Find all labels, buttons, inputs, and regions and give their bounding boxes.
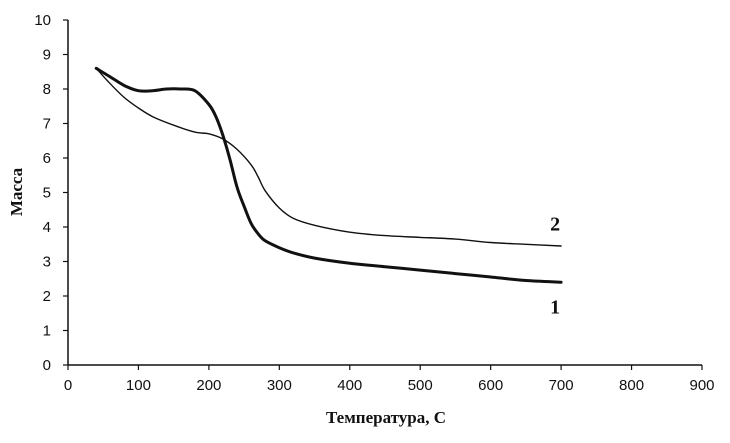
series-line-2 [95, 67, 562, 247]
x-axis-title: Температура, С [326, 408, 446, 427]
y-tick-label: 0 [43, 357, 51, 374]
x-tick-label: 0 [64, 377, 72, 394]
y-tick-label: 7 [43, 116, 51, 133]
series-label-1: 1 [550, 296, 560, 318]
x-tick-label: 300 [267, 377, 292, 394]
x-tick-label: 700 [549, 377, 574, 394]
y-tick-label: 8 [43, 81, 51, 98]
x-tick-label: 800 [619, 377, 644, 394]
y-tick-label: 2 [43, 288, 51, 305]
y-tick-label: 5 [43, 185, 51, 202]
series-annotations: 21 [550, 214, 560, 319]
y-tick-label: 9 [43, 47, 51, 64]
x-tick-label: 500 [408, 377, 433, 394]
y-tick-label: 10 [34, 12, 51, 29]
y-tick-label: 3 [43, 254, 51, 271]
axes [63, 19, 703, 370]
series-line-1 [94, 66, 563, 284]
x-tick-label: 600 [478, 377, 503, 394]
x-tick-label: 900 [689, 377, 714, 394]
y-tick-label: 1 [43, 323, 51, 340]
y-tick-label: 4 [43, 219, 51, 236]
x-tick-label: 200 [196, 377, 221, 394]
series-label-2: 2 [550, 214, 560, 236]
y-axis-title: Масса [7, 167, 26, 216]
series-group [94, 66, 563, 284]
x-tick-label: 400 [337, 377, 362, 394]
x-tick-label: 100 [126, 377, 151, 394]
y-tick-label: 6 [43, 150, 51, 167]
